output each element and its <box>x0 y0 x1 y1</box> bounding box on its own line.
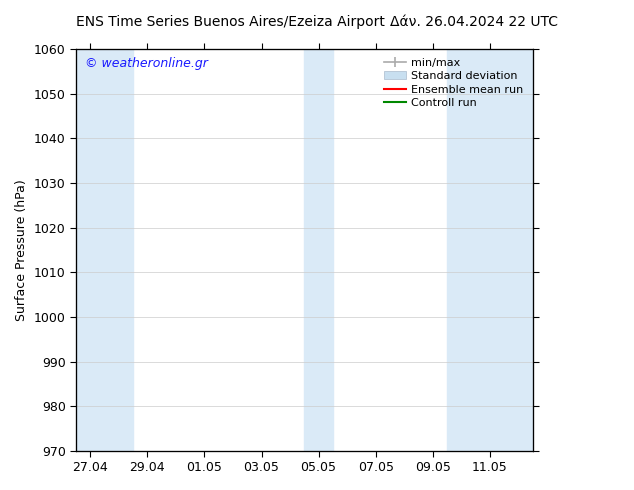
Text: © weatheronline.gr: © weatheronline.gr <box>85 57 208 70</box>
Bar <box>447 49 533 451</box>
Bar <box>304 49 333 451</box>
Y-axis label: Surface Pressure (hPa): Surface Pressure (hPa) <box>15 179 29 321</box>
Legend: min/max, Standard deviation, Ensemble mean run, Controll run: min/max, Standard deviation, Ensemble me… <box>380 54 527 111</box>
Text: ENS Time Series Buenos Aires/Ezeiza Airport: ENS Time Series Buenos Aires/Ezeiza Airp… <box>76 15 385 29</box>
Bar <box>76 49 133 451</box>
Text: Δάν. 26.04.2024 22 UTC: Δάν. 26.04.2024 22 UTC <box>390 15 558 29</box>
